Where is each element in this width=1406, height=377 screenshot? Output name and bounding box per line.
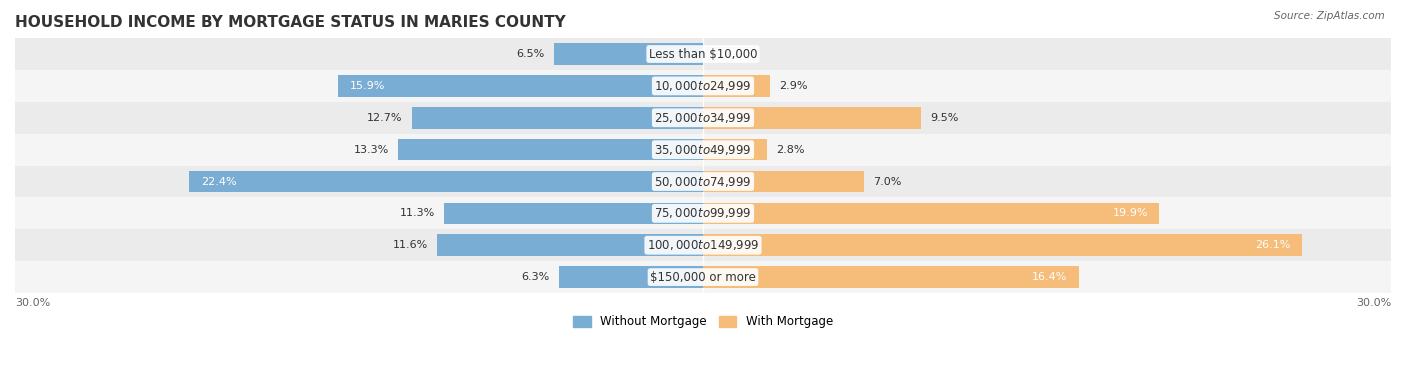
Bar xyxy=(15,70,1391,102)
Bar xyxy=(558,266,703,288)
Text: 9.5%: 9.5% xyxy=(929,113,959,123)
Text: 13.3%: 13.3% xyxy=(353,145,389,155)
Text: $75,000 to $99,999: $75,000 to $99,999 xyxy=(654,206,752,221)
Bar xyxy=(703,75,769,97)
Bar xyxy=(15,134,1391,166)
Text: 2.8%: 2.8% xyxy=(776,145,804,155)
Text: 15.9%: 15.9% xyxy=(350,81,385,91)
Bar xyxy=(703,107,921,129)
Text: 7.0%: 7.0% xyxy=(873,176,901,187)
Text: $50,000 to $74,999: $50,000 to $74,999 xyxy=(654,175,752,188)
Bar xyxy=(339,75,703,97)
Bar xyxy=(703,171,863,192)
Bar xyxy=(15,261,1391,293)
Bar xyxy=(412,107,703,129)
Text: $100,000 to $149,999: $100,000 to $149,999 xyxy=(647,238,759,252)
Bar xyxy=(15,166,1391,198)
Bar xyxy=(703,139,768,161)
Bar xyxy=(15,38,1391,70)
Text: $10,000 to $24,999: $10,000 to $24,999 xyxy=(654,79,752,93)
Bar xyxy=(444,202,703,224)
Text: 30.0%: 30.0% xyxy=(15,298,51,308)
Text: 22.4%: 22.4% xyxy=(201,176,236,187)
Bar xyxy=(398,139,703,161)
Text: $150,000 or more: $150,000 or more xyxy=(650,271,756,284)
Text: 30.0%: 30.0% xyxy=(1355,298,1391,308)
Text: 11.3%: 11.3% xyxy=(399,208,434,218)
Bar xyxy=(437,234,703,256)
Text: 11.6%: 11.6% xyxy=(392,240,427,250)
Bar xyxy=(15,229,1391,261)
Bar xyxy=(703,266,1080,288)
Text: Source: ZipAtlas.com: Source: ZipAtlas.com xyxy=(1274,11,1385,21)
Text: 19.9%: 19.9% xyxy=(1112,208,1147,218)
Bar xyxy=(15,198,1391,229)
Text: $25,000 to $34,999: $25,000 to $34,999 xyxy=(654,111,752,125)
Text: 2.9%: 2.9% xyxy=(779,81,807,91)
Text: Less than $10,000: Less than $10,000 xyxy=(648,48,758,61)
Legend: Without Mortgage, With Mortgage: Without Mortgage, With Mortgage xyxy=(568,311,838,333)
Bar xyxy=(15,102,1391,134)
Text: $35,000 to $49,999: $35,000 to $49,999 xyxy=(654,143,752,156)
Text: 16.4%: 16.4% xyxy=(1032,272,1067,282)
Text: 12.7%: 12.7% xyxy=(367,113,402,123)
Text: 6.3%: 6.3% xyxy=(522,272,550,282)
Text: 6.5%: 6.5% xyxy=(516,49,544,59)
Text: HOUSEHOLD INCOME BY MORTGAGE STATUS IN MARIES COUNTY: HOUSEHOLD INCOME BY MORTGAGE STATUS IN M… xyxy=(15,15,565,30)
Bar xyxy=(554,43,703,65)
Bar xyxy=(703,234,1302,256)
Bar xyxy=(703,202,1160,224)
Text: 26.1%: 26.1% xyxy=(1254,240,1291,250)
Bar xyxy=(190,171,703,192)
